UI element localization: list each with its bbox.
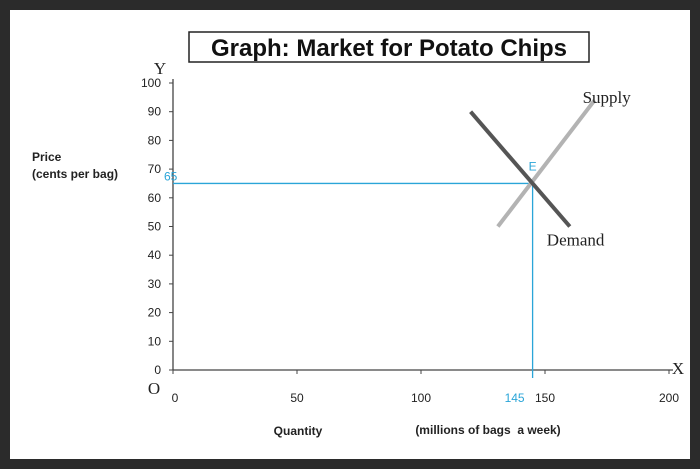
x-tick-label-0: 0 <box>172 391 179 405</box>
y-tick-label-90: 90 <box>148 105 162 119</box>
y-axis-letter: Y <box>154 59 166 78</box>
y-tick-label-60: 60 <box>148 191 162 205</box>
y-tick-label-70: 70 <box>148 162 162 176</box>
y-tick-label-100: 100 <box>141 76 161 90</box>
y-axis-label-line2: (cents per bag) <box>32 167 118 181</box>
x-axis-label: Quantity <box>274 424 323 438</box>
x-tick-label-100: 100 <box>411 391 431 405</box>
chart-frame: Graph: Market for Potato Chips 0 10 20 30 40… <box>10 10 690 459</box>
demand-curve <box>469 110 572 228</box>
chart-title: Graph: Market for Potato Chips <box>211 35 567 62</box>
supply-curve <box>496 99 597 228</box>
x-tick-label-50: 50 <box>290 391 304 405</box>
equilibrium-point-label: E <box>529 159 537 173</box>
y-tick-label-50: 50 <box>148 220 162 234</box>
title-box <box>188 31 590 63</box>
demand-label: Demand <box>547 231 605 250</box>
y-tick-label-30: 30 <box>148 277 162 291</box>
equilibrium-quantity-label: 145 <box>505 391 525 405</box>
equilibrium-price-label: 65 <box>164 169 178 183</box>
y-tick-label-20: 20 <box>148 306 162 320</box>
y-tick-label-10: 10 <box>148 334 162 348</box>
chart-title-group: Graph: Market for Potato Chips <box>188 31 590 63</box>
x-tick-label-200: 200 <box>659 391 679 405</box>
y-axis-label-line1: Price <box>32 150 62 164</box>
x-axis-units-label: (millions of bags a week) <box>415 423 560 437</box>
origin-label: O <box>148 379 160 398</box>
supply-label: Supply <box>583 88 632 107</box>
y-tick-label-40: 40 <box>148 248 162 262</box>
x-tick-label-150: 150 <box>535 391 555 405</box>
y-tick-label-0: 0 <box>154 363 161 377</box>
x-axis-letter: X <box>672 359 684 378</box>
y-tick-label-80: 80 <box>148 133 162 147</box>
chart-svg: Graph: Market for Potato Chips 0 10 20 30 40… <box>32 31 684 438</box>
